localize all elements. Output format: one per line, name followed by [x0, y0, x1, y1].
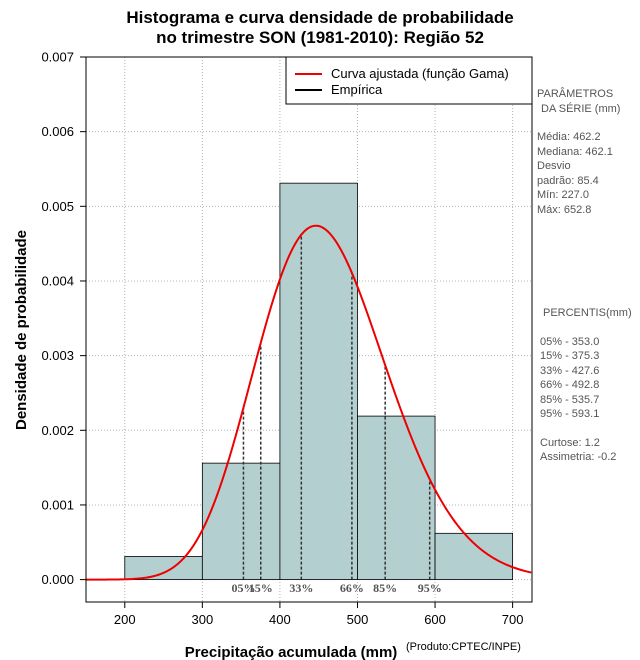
- product-credit: (Produto:CPTEC/INPE): [406, 641, 521, 653]
- stat-median: Mediana: 462.1: [537, 145, 613, 158]
- percentile-lines: [242, 234, 431, 580]
- y-tick-label-7: 0.007: [41, 50, 74, 65]
- y-tick-label-0: 0.000: [41, 572, 74, 587]
- legend-box: [285, 56, 533, 105]
- y-tick-label-5: 0.005: [41, 199, 74, 214]
- x-tick-label-1: 300: [191, 612, 213, 627]
- percentile-row: 15% - 375.3: [540, 350, 600, 362]
- histogram-bar-0: [124, 556, 203, 581]
- x-tick-label-0: 200: [114, 612, 136, 627]
- gamma-curve: [86, 224, 532, 581]
- x-axis-label: Precipitação acumulada (mm): [185, 644, 398, 660]
- legend-label-empirical: Empírica: [331, 82, 383, 97]
- percentile-row: 66% - 492.8: [540, 379, 600, 391]
- stat-std: padrão: 85.4: [537, 174, 599, 187]
- x-tick-label-4: 600: [424, 612, 446, 627]
- series-parameters-panel: PARÂMETROS DA SÉRIE (mm) Média: 462.2 Me…: [537, 87, 620, 217]
- x-tick-label-5: 700: [502, 612, 524, 627]
- percentile-row: 33% - 427.6: [540, 364, 600, 377]
- stat-kurtosis: Curtose: 1.2: [540, 436, 600, 449]
- percentile-label-3: 66%: [340, 581, 364, 595]
- x-axis: 200 300 400 500 600 700: [114, 602, 524, 627]
- y-axis-label: Densidade de probabilidade: [13, 230, 30, 430]
- chart-title-line-2: no trimestre SON (1981-2010): Região 52: [156, 28, 484, 47]
- stat-skewness: Assimetria: -0.2: [540, 451, 617, 463]
- histogram-bar-3: [357, 415, 436, 581]
- percentile-labels: 05%15% 33% 66% 85% 95%: [231, 581, 441, 595]
- x-tick-label-3: 500: [347, 612, 369, 627]
- percentile-label-0: 05%: [231, 581, 255, 595]
- percentile-row: 05% - 353.0: [540, 335, 600, 348]
- parameters-header: PARÂMETROS: [537, 88, 614, 100]
- histogram-bar-1: [201, 462, 281, 581]
- y-tick-label-6: 0.006: [41, 124, 74, 139]
- parameters-subheader: DA SÉRIE (mm): [541, 102, 621, 115]
- percentiles-panel: PERCENTIS(mm) 05% - 353.0 15% - 375.3 33…: [540, 306, 632, 465]
- y-tick-label-2: 0.002: [41, 423, 74, 438]
- chart-title-line-1: Histograma e curva densidade de probabil…: [126, 8, 514, 27]
- stat-mean: Média: 462.2: [537, 131, 601, 143]
- percentile-label-1: 15%: [249, 581, 273, 595]
- chart-title: Histograma e curva densidade de probabil…: [0, 8, 640, 48]
- y-tick-label-3: 0.003: [41, 348, 74, 363]
- stat-std-label: Desvio: [537, 160, 571, 172]
- y-axis: 0.000 0.001 0.002 0.003 0.004 0.005 0.006 0.007: [41, 50, 86, 587]
- percentile-label-2: 33%: [289, 581, 313, 595]
- legend-label-fitted: Curva ajustada (função Gama): [331, 66, 509, 81]
- percentile-row: 85% - 535.7: [540, 393, 600, 406]
- stat-max: Máx: 652.8: [537, 203, 592, 216]
- percentile-label-5: 95%: [418, 581, 442, 595]
- y-tick-label-1: 0.001: [41, 497, 74, 512]
- histogram-bar-2: [279, 182, 358, 581]
- y-tick-label-4: 0.004: [41, 273, 74, 288]
- percentiles-header: PERCENTIS(mm): [543, 307, 632, 319]
- legend: Curva ajustada (função Gama) Empírica: [285, 56, 533, 105]
- histogram-bars: [124, 182, 514, 581]
- x-tick-label-2: 400: [269, 612, 291, 627]
- histogram-bar-4: [434, 532, 514, 581]
- percentile-row: 95% - 593.1: [540, 408, 600, 420]
- stat-min: Mín: 227.0: [537, 189, 589, 201]
- percentile-label-4: 85%: [373, 581, 397, 595]
